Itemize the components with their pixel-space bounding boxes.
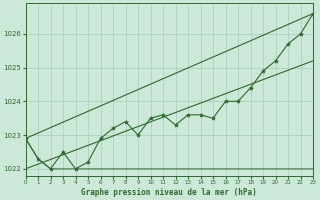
Point	[285, 42, 291, 46]
Point	[36, 157, 41, 160]
Point	[260, 69, 266, 73]
Point	[248, 86, 253, 89]
Point	[60, 150, 66, 154]
Point	[236, 100, 241, 103]
X-axis label: Graphe pression niveau de la mer (hPa): Graphe pression niveau de la mer (hPa)	[81, 188, 257, 197]
Point	[48, 167, 53, 170]
Point	[298, 32, 303, 35]
Point	[223, 100, 228, 103]
Point	[98, 137, 103, 140]
Point	[198, 113, 203, 116]
Point	[211, 117, 216, 120]
Point	[186, 113, 191, 116]
Point	[85, 160, 91, 164]
Point	[160, 113, 165, 116]
Point	[123, 120, 128, 123]
Point	[135, 133, 140, 137]
Point	[310, 12, 316, 15]
Point	[73, 167, 78, 170]
Point	[110, 127, 116, 130]
Point	[273, 59, 278, 62]
Point	[23, 137, 28, 140]
Point	[173, 123, 178, 127]
Point	[148, 117, 153, 120]
